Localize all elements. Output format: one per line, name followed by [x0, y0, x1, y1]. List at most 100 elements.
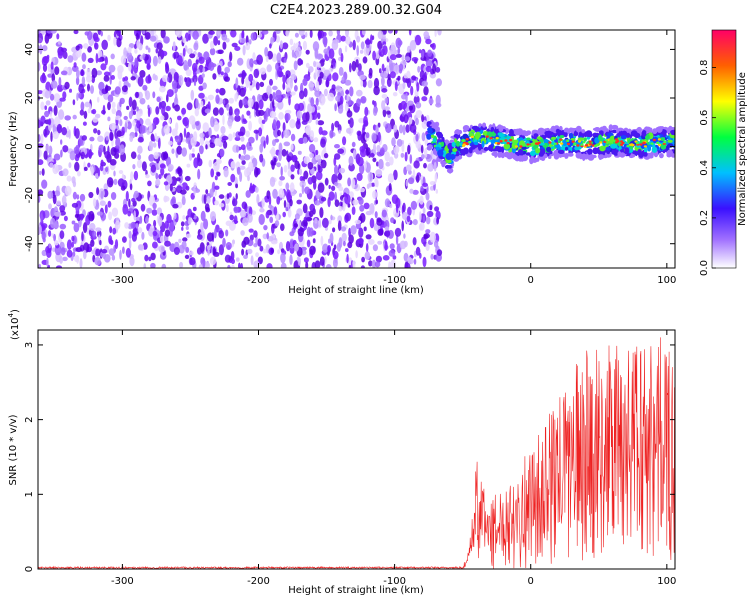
spectrogram-cell — [226, 204, 229, 213]
spectrogram-cell — [66, 175, 72, 182]
snr-y-label: SNR (10 * v/v) — [8, 414, 19, 485]
spectrogram-cell — [412, 237, 417, 246]
spectrogram-cell — [173, 54, 177, 60]
spectrogram-cell — [419, 195, 424, 205]
spectrogram-peak-cell — [559, 138, 563, 141]
snr-x-ticks: -300 -200 -100 0 100 — [111, 330, 676, 587]
spectrogram-cell — [425, 65, 432, 73]
spectrogram-cell — [365, 243, 369, 252]
spectrogram-cell — [395, 53, 402, 58]
spectrogram-cell — [121, 126, 126, 135]
spectrogram-cell — [72, 114, 77, 120]
spectrogram-band-cell — [497, 132, 503, 136]
spectrogram-cell — [429, 181, 436, 186]
spectrogram-cell — [437, 30, 442, 36]
colorbar-tick-label: 0.6 — [699, 110, 710, 126]
spectrogram-cell — [101, 249, 108, 254]
spectrogram-cell — [174, 30, 181, 37]
spectrogram-cell — [266, 263, 273, 268]
spectrogram-cell — [371, 35, 375, 40]
spectrogram-cell — [259, 81, 265, 88]
spectrogram-band-cell — [581, 129, 585, 134]
spectrogram-cell — [66, 239, 72, 250]
spectrogram-cell — [95, 248, 101, 257]
spectrogram-cell — [117, 65, 124, 74]
spectrogram-cell — [234, 115, 241, 122]
spectrogram-cell — [388, 261, 392, 268]
spectrogram-cell — [218, 244, 224, 256]
spectrogram-cell — [209, 142, 216, 149]
spectrogram-cell — [243, 86, 247, 93]
spectrogram-cell — [295, 120, 301, 130]
spectrogram-cell — [290, 133, 296, 142]
spectrogram-cell — [139, 215, 143, 224]
spectrogram-cell — [71, 235, 75, 242]
spectrogram-band-cell — [583, 137, 587, 142]
spectrogram-cell — [97, 135, 104, 143]
spectrogram-cell — [286, 155, 292, 162]
spectrogram-cell — [137, 91, 143, 100]
spectrogram-cell — [157, 137, 161, 149]
spectrogram-cell — [315, 149, 319, 156]
spectrogram-cell — [122, 246, 125, 254]
spectrogram-cell — [325, 264, 332, 268]
spectrogram-cell — [220, 126, 226, 134]
spectrogram-cell — [293, 60, 298, 71]
spectrogram-cell — [208, 159, 213, 168]
spectrogram-cell — [228, 106, 233, 117]
spectrogram-cell — [240, 230, 245, 236]
spectrogram-cell — [302, 203, 308, 214]
spectrogram-cell — [351, 60, 357, 72]
spectrogram-cell — [331, 185, 336, 191]
spectrogram-cell — [75, 247, 83, 253]
spectrogram-cell — [222, 114, 225, 126]
spectrogram-cell — [38, 159, 44, 166]
spectrogram-cell — [125, 247, 131, 258]
spectrogram-cell — [132, 99, 137, 111]
spectrogram-cell — [334, 181, 339, 187]
spectrogram-peak-cell — [642, 141, 646, 145]
spectrogram-band-cell — [551, 146, 554, 150]
spectrogram-cell — [154, 75, 158, 81]
spectrogram-cell — [388, 156, 394, 166]
spectrogram-band-cell — [435, 146, 440, 151]
spectrogram-cell — [190, 212, 195, 219]
spectrogram-band-cell — [670, 153, 675, 158]
spectrogram-cell — [423, 233, 431, 239]
spectrogram-y-label: Frequency (Hz) — [8, 111, 19, 187]
spectrogram-cell — [313, 180, 317, 190]
spectrogram-cell — [307, 162, 314, 170]
spectrogram-cell — [200, 222, 204, 232]
spectrogram-cell — [122, 236, 127, 243]
spectrogram-cell — [237, 131, 244, 137]
spectrogram-cell — [305, 124, 311, 136]
spectrogram-peak-cell — [599, 141, 603, 144]
spectrogram-cell — [271, 53, 278, 62]
spectrogram-cell — [406, 45, 411, 53]
spectrogram-cell — [38, 189, 44, 196]
spectrogram-cell — [128, 110, 133, 120]
spectrogram-cell — [81, 135, 88, 141]
spectrogram-cell — [430, 253, 434, 260]
spectrogram-band-cell — [641, 130, 647, 137]
spectrogram-band-cell — [652, 128, 658, 135]
spectrogram-cell — [358, 197, 364, 205]
spectrogram-cell — [359, 49, 364, 54]
spectrogram-cell — [337, 215, 343, 223]
spectrogram-band-cell — [605, 146, 612, 151]
spectrogram-cell — [400, 152, 405, 158]
spectrogram-cell — [222, 237, 226, 248]
spectrogram-peak-cell — [594, 144, 598, 148]
spectrogram-cell — [302, 40, 307, 51]
spectrogram-cell — [293, 42, 296, 51]
spectrogram-cell — [280, 262, 287, 268]
spectrogram-cell — [323, 153, 329, 159]
spectrogram-cell — [207, 94, 214, 101]
spectrogram-band-cell — [506, 152, 513, 160]
spectrogram-band-cell — [508, 133, 515, 137]
spectrogram-cell — [332, 59, 336, 68]
spectrogram-cell — [101, 39, 108, 50]
spectrogram-cell — [151, 209, 158, 216]
spectrogram-band-cell — [426, 121, 432, 125]
spectrogram-cell — [347, 177, 351, 187]
